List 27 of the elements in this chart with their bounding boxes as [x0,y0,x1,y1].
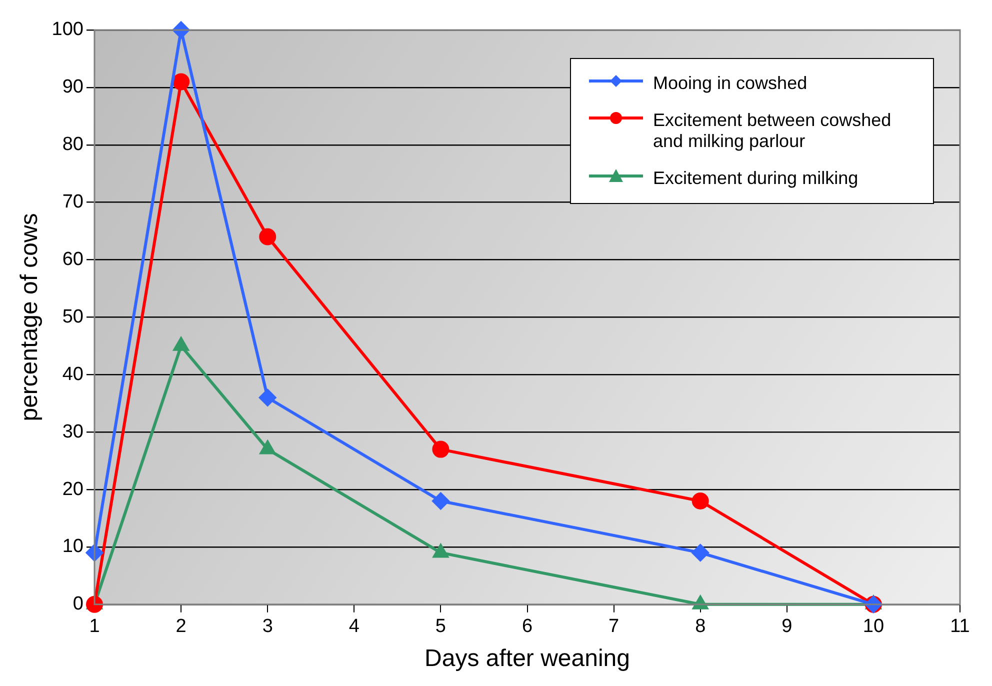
x-tick-label: 11 [950,616,970,638]
x-tick-label: 2 [176,616,186,638]
y-tick-label: 50 [62,306,84,328]
x-tick-label: 10 [862,616,884,638]
x-tick-label: 9 [782,616,792,638]
y-tick-label: 10 [62,536,84,558]
y-tick-label: 70 [62,192,84,213]
y-axis-title: percentage of cows [16,213,44,422]
y-tick-label: 0 [72,594,84,615]
legend-label: Mooing in cowshed [653,73,808,94]
x-tick-label: 1 [89,616,100,638]
y-tick-label: 40 [62,364,84,385]
x-tick-label: 7 [608,616,620,638]
x-tick-label: 5 [435,616,446,638]
y-tick-label: 90 [62,76,84,98]
legend-label: Excitement between cowshed and milking parlour [653,110,892,152]
x-tick-label: 3 [262,616,273,638]
y-tick-label: 80 [62,134,84,156]
legend-label: Excitement during milking [653,168,858,189]
x-tick-label: 6 [522,616,533,638]
x-axis-title: Days after weaning [424,645,630,672]
y-tick-label: 100 [52,19,84,40]
x-tick-label: 8 [695,616,706,638]
y-tick-label: 60 [62,248,84,270]
y-tick-label: 30 [62,421,84,442]
y-tick-label: 20 [62,478,84,500]
x-tick-label: 4 [348,616,360,638]
